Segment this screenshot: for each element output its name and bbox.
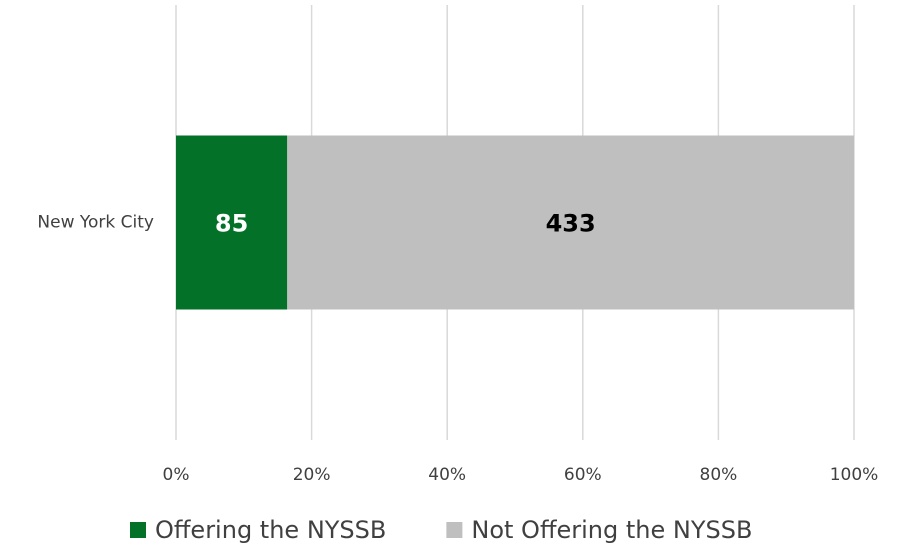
x-tick-label: 40% bbox=[428, 465, 466, 485]
data-label: 433 bbox=[546, 210, 596, 238]
x-tick-label: 80% bbox=[700, 465, 738, 485]
legend-swatch bbox=[130, 522, 146, 538]
data-label: 85 bbox=[215, 210, 248, 238]
legend-label: Offering the NYSSB bbox=[155, 516, 386, 544]
bar-segment bbox=[287, 135, 854, 310]
legend-label: Not Offering the NYSSB bbox=[471, 516, 752, 544]
bar-segment bbox=[176, 135, 288, 310]
legend-swatch bbox=[446, 522, 463, 538]
x-tick-label: 60% bbox=[564, 465, 602, 485]
x-tick-label: 0% bbox=[163, 465, 190, 485]
x-tick-label: 20% bbox=[293, 465, 331, 485]
x-tick-label: 100% bbox=[830, 465, 879, 485]
y-tick-label: New York City bbox=[37, 213, 154, 233]
